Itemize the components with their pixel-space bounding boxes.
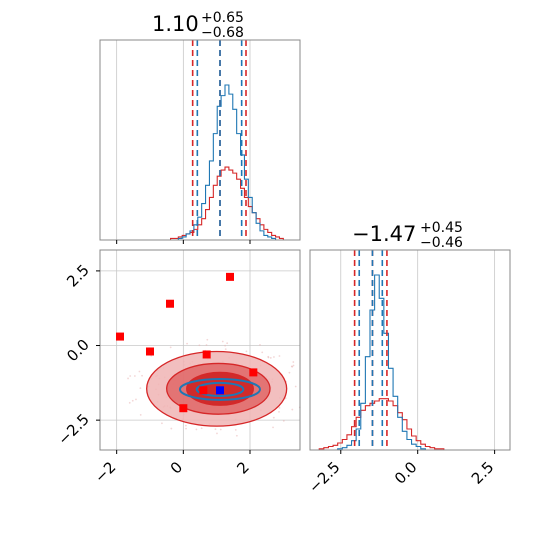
panel-frame bbox=[99, 39, 301, 241]
scatter-point bbox=[235, 434, 238, 437]
scatter-point bbox=[198, 344, 201, 347]
x-tick-label: 0 bbox=[167, 458, 186, 477]
marginal-x-title: 1.10 +0.65 −0.68 bbox=[152, 10, 244, 41]
x-tick-label: −2 bbox=[91, 458, 119, 486]
scatter-point bbox=[129, 375, 132, 377]
marginal-x-title-value: 1.10 bbox=[152, 12, 199, 36]
panel-frame bbox=[309, 249, 511, 451]
joint-panel: −2 0 2 −2.5 0.0 2.5 bbox=[54, 249, 301, 486]
marker-red-square bbox=[199, 386, 208, 395]
scatter-point bbox=[139, 387, 142, 390]
scatter-point bbox=[135, 398, 137, 401]
scatter-point bbox=[259, 343, 261, 346]
histogram-step-red bbox=[318, 398, 449, 451]
scatter-point bbox=[291, 408, 294, 411]
blue-contour bbox=[195, 381, 245, 397]
scatter-point bbox=[141, 374, 143, 377]
scatter-point bbox=[133, 375, 136, 377]
scatter-point bbox=[139, 414, 142, 416]
scatter-point bbox=[272, 426, 274, 429]
marginal-y-title: −1.47 +0.45 −0.46 bbox=[352, 220, 463, 251]
scatter-point bbox=[224, 348, 227, 351]
scatter-point bbox=[291, 365, 294, 368]
scatter-point bbox=[206, 338, 209, 341]
marginal-y-title-upper: +0.45 bbox=[420, 220, 463, 236]
histogram-step-red bbox=[166, 166, 284, 241]
scatter-point bbox=[288, 371, 291, 374]
scatter-point bbox=[161, 422, 163, 425]
x-tick-label: 2.5 bbox=[468, 458, 498, 488]
scatter-point bbox=[214, 428, 217, 431]
marker-blue-square bbox=[216, 386, 224, 395]
scatter-point bbox=[292, 361, 295, 363]
histogram-step-blue bbox=[319, 274, 449, 451]
scatter-point bbox=[294, 385, 297, 388]
y-tick-label: −2.5 bbox=[54, 410, 92, 448]
scatter-point bbox=[185, 427, 187, 430]
x-tick-label: 2 bbox=[233, 458, 252, 477]
marginal-x-title-lower: −0.68 bbox=[201, 25, 244, 41]
scatter-point bbox=[282, 419, 285, 422]
marginal-y-title-value: −1.47 bbox=[352, 222, 416, 246]
scatter-point bbox=[272, 416, 275, 419]
scatter-point bbox=[186, 342, 188, 345]
marginal-x-panel bbox=[99, 39, 301, 244]
scatter-point bbox=[127, 377, 129, 380]
marker-red-square bbox=[226, 272, 234, 281]
marginal-x-title-upper: +0.65 bbox=[201, 10, 244, 26]
scatter-point bbox=[292, 364, 295, 367]
scatter-point bbox=[221, 340, 224, 343]
scatter-point bbox=[269, 357, 272, 359]
scatter-point bbox=[278, 406, 281, 409]
marker-red-square bbox=[179, 404, 188, 413]
blue-contour bbox=[179, 377, 261, 401]
y-tick-label: 2.5 bbox=[63, 261, 93, 291]
marginal-y-title-lower: −0.46 bbox=[420, 235, 463, 251]
x-tick-label: −2.5 bbox=[305, 458, 343, 496]
marker-red-square bbox=[166, 299, 174, 308]
scatter-point bbox=[128, 401, 131, 404]
x-tick-label: 0.0 bbox=[391, 458, 421, 488]
marginal-y-panel: −2.5 0.0 2.5 bbox=[305, 249, 511, 497]
scatter-point bbox=[278, 355, 281, 357]
marker-red-square bbox=[146, 347, 154, 356]
scatter-point bbox=[267, 356, 270, 359]
marker-red-square bbox=[249, 368, 258, 377]
scatter-point bbox=[195, 428, 198, 431]
scatter-point bbox=[224, 344, 226, 347]
scatter-point bbox=[170, 427, 173, 430]
scatter-point bbox=[200, 427, 203, 430]
scatter-point bbox=[138, 370, 141, 373]
scatter-point bbox=[234, 429, 237, 431]
y-tick-label: 0.0 bbox=[63, 336, 93, 366]
scatter-point bbox=[226, 342, 229, 345]
scatter-point bbox=[131, 399, 134, 402]
scatter-point bbox=[169, 346, 172, 349]
scatter-point bbox=[273, 356, 275, 358]
scatter-point bbox=[205, 344, 208, 346]
marker-red-square bbox=[116, 332, 124, 341]
scatter-point bbox=[245, 350, 248, 353]
scatter-point bbox=[184, 424, 187, 427]
scatter-point bbox=[261, 351, 264, 354]
histogram-step-blue bbox=[166, 84, 284, 241]
marker-red-square bbox=[202, 350, 211, 359]
scatter-point bbox=[216, 432, 218, 435]
scatter-point bbox=[278, 410, 280, 413]
panel-frame bbox=[99, 249, 301, 451]
scatter-point bbox=[219, 428, 222, 431]
